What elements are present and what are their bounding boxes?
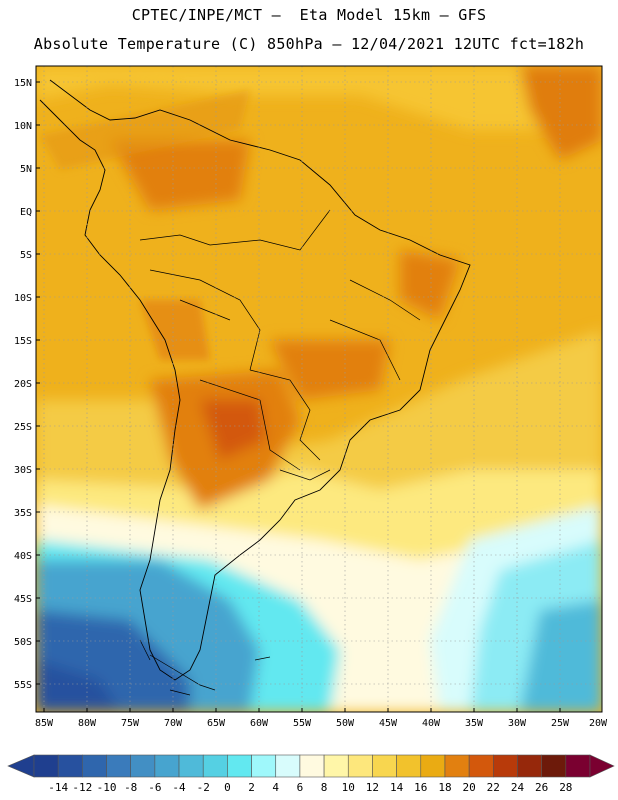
colorbar-label: -2 — [197, 781, 210, 794]
colorbar-swatch — [130, 754, 156, 778]
lat-label-55s: 55S — [14, 680, 32, 691]
lat-label-10n: 10N — [14, 121, 32, 132]
chart-title-line-2: Absolute Temperature (C) 850hPa – 12/04/… — [33, 35, 585, 53]
colorbar-swatch — [202, 754, 228, 778]
lon-label-75w: 75W — [121, 718, 140, 729]
colorbar-arrow-left — [7, 754, 35, 778]
lon-label-40w: 40W — [422, 718, 441, 729]
colorbar-swatch — [323, 754, 349, 778]
colorbar-label: 0 — [224, 781, 231, 794]
colorbar-swatch — [299, 754, 325, 778]
colorbar-label: -12 — [72, 781, 92, 794]
colorbar-label: 22 — [487, 781, 500, 794]
colorbar-swatch — [468, 754, 494, 778]
chart-title-line-1: CPTEC/INPE/MCT – Eta Model 15km – GFS — [131, 6, 487, 24]
lon-label-70w: 70W — [164, 718, 183, 729]
lat-label-5s: 5S — [20, 250, 32, 261]
colorbar-label: 10 — [342, 781, 355, 794]
colorbar: -14 -12 -10 -8 -6 -4 -2 0 2 4 6 8 10 12 14 16 18 20 22 24 26… — [7, 754, 615, 794]
lon-label-50w: 50W — [336, 718, 355, 729]
lon-label-30w: 30W — [508, 718, 527, 729]
colorbar-label: 28 — [559, 781, 572, 794]
colorbar-swatch — [106, 754, 131, 778]
colorbar-label: 26 — [535, 781, 548, 794]
lat-label-20s: 20S — [14, 379, 32, 390]
lon-label-45w: 45W — [379, 718, 398, 729]
colorbar-swatch — [493, 754, 518, 778]
colorbar-swatch — [227, 754, 252, 778]
lat-label-30s: 30S — [14, 465, 32, 476]
colorbar-label: 14 — [390, 781, 404, 794]
colorbar-swatch — [372, 754, 397, 778]
lat-label-eq: EQ — [20, 207, 32, 218]
longitude-axis: 85W 80W 75W 70W 65W 60W 55W 50W 45W 40W … — [35, 708, 608, 729]
lat-label-50s: 50S — [14, 637, 32, 648]
lat-label-45s: 45S — [14, 594, 32, 605]
lat-label-35s: 35S — [14, 508, 32, 519]
colorbar-swatch — [82, 754, 107, 778]
colorbar-swatch — [420, 754, 446, 778]
lon-label-65w: 65W — [207, 718, 226, 729]
colorbar-swatch — [275, 754, 301, 778]
colorbar-swatch — [251, 754, 277, 778]
colorbar-swatch — [396, 754, 422, 778]
colorbar-swatch — [565, 754, 591, 778]
field-northeast-warm — [520, 66, 602, 160]
colorbar-label: 8 — [321, 781, 328, 794]
colorbar-label: -6 — [148, 781, 161, 794]
colorbar-label: 20 — [463, 781, 476, 794]
map-frame — [35, 65, 603, 713]
field-northeast-brazil-warm — [400, 250, 460, 320]
colorbar-swatch — [57, 754, 83, 778]
lon-label-85w: 85W — [35, 718, 54, 729]
colorbar-label: -8 — [124, 781, 137, 794]
lon-label-35w: 35W — [465, 718, 484, 729]
lon-label-25w: 25W — [551, 718, 570, 729]
patagonia-islands — [139, 639, 271, 696]
field-andes-north-warm — [110, 140, 250, 210]
field-central-warm — [270, 340, 390, 400]
field-caribbean-band — [40, 90, 250, 170]
colorbar-label: 6 — [297, 781, 304, 794]
country-borders — [139, 209, 421, 481]
field-peru-warm — [140, 300, 210, 360]
lon-label-20w: 20W — [589, 718, 608, 729]
colorbar-swatch — [541, 754, 567, 778]
colorbar-arrow-right — [589, 754, 615, 778]
colorbar-label: 24 — [511, 781, 525, 794]
colorbar-label: -14 — [48, 781, 68, 794]
lon-label-80w: 80W — [78, 718, 97, 729]
colorbar-label: 12 — [366, 781, 379, 794]
colorbar-label: -10 — [97, 781, 117, 794]
colorbar-swatch — [178, 754, 204, 778]
colorbar-label: 16 — [414, 781, 427, 794]
lat-label-5n: 5N — [20, 164, 32, 175]
lat-label-15n: 15N — [14, 78, 32, 89]
colorbar-label: 4 — [272, 781, 279, 794]
colorbar-label: 2 — [248, 781, 255, 794]
colorbar-swatch — [444, 754, 470, 778]
colorbar-label: -4 — [172, 781, 186, 794]
latitude-axis: 15N 10N 5N EQ 5S 10S 15S 20S 25S 30S 35S… — [14, 78, 40, 691]
colorbar-swatch — [347, 754, 373, 778]
lon-label-60w: 60W — [250, 718, 269, 729]
lat-label-40s: 40S — [14, 551, 32, 562]
field-south-deepest — [36, 660, 120, 712]
colorbar-swatch — [517, 754, 542, 778]
lat-label-25s: 25S — [14, 422, 32, 433]
lat-label-15s: 15S — [14, 336, 32, 347]
colorbar-swatch — [33, 754, 59, 778]
colorbar-swatch — [154, 754, 180, 778]
lat-label-10s: 10S — [14, 293, 32, 304]
lon-label-55w: 55W — [293, 718, 312, 729]
colorbar-label: 18 — [438, 781, 451, 794]
